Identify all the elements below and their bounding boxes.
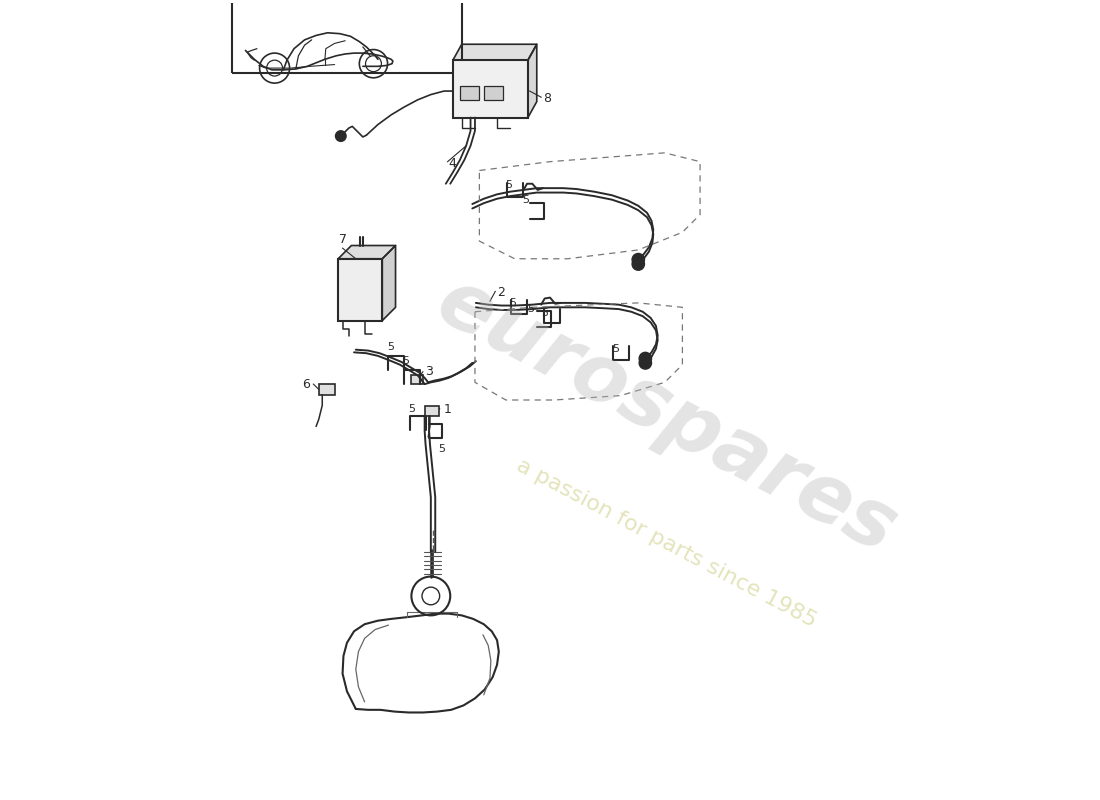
- Polygon shape: [528, 44, 537, 118]
- Text: 7: 7: [339, 233, 346, 246]
- Bar: [232, 0, 462, 74]
- Text: 5: 5: [438, 445, 444, 454]
- Text: 5: 5: [541, 309, 548, 318]
- Text: 1: 1: [444, 403, 452, 416]
- Bar: [338, 258, 383, 321]
- Text: 5: 5: [527, 304, 535, 314]
- Text: 5: 5: [505, 181, 512, 190]
- Text: 5: 5: [521, 194, 529, 205]
- Polygon shape: [383, 246, 396, 321]
- Polygon shape: [338, 246, 396, 258]
- Circle shape: [639, 357, 651, 369]
- Circle shape: [632, 254, 645, 266]
- Circle shape: [632, 258, 645, 270]
- Text: 3: 3: [425, 366, 432, 378]
- Text: 4: 4: [449, 157, 456, 170]
- Bar: [410, 375, 422, 384]
- Text: 5: 5: [402, 356, 409, 366]
- Text: 5: 5: [408, 404, 415, 414]
- Bar: [453, 60, 528, 118]
- Circle shape: [639, 352, 651, 365]
- Circle shape: [336, 130, 346, 142]
- Text: 6: 6: [302, 378, 310, 390]
- Bar: [484, 86, 503, 100]
- Text: 5: 5: [612, 344, 619, 354]
- Text: 8: 8: [543, 92, 551, 105]
- Text: 2: 2: [497, 286, 505, 299]
- Text: 5: 5: [387, 342, 394, 352]
- Text: eurospares: eurospares: [424, 262, 910, 570]
- Polygon shape: [453, 44, 537, 60]
- Bar: [319, 384, 334, 394]
- Bar: [425, 406, 439, 416]
- Text: a passion for parts since 1985: a passion for parts since 1985: [513, 455, 820, 631]
- Text: 5: 5: [509, 298, 516, 308]
- Bar: [460, 86, 480, 100]
